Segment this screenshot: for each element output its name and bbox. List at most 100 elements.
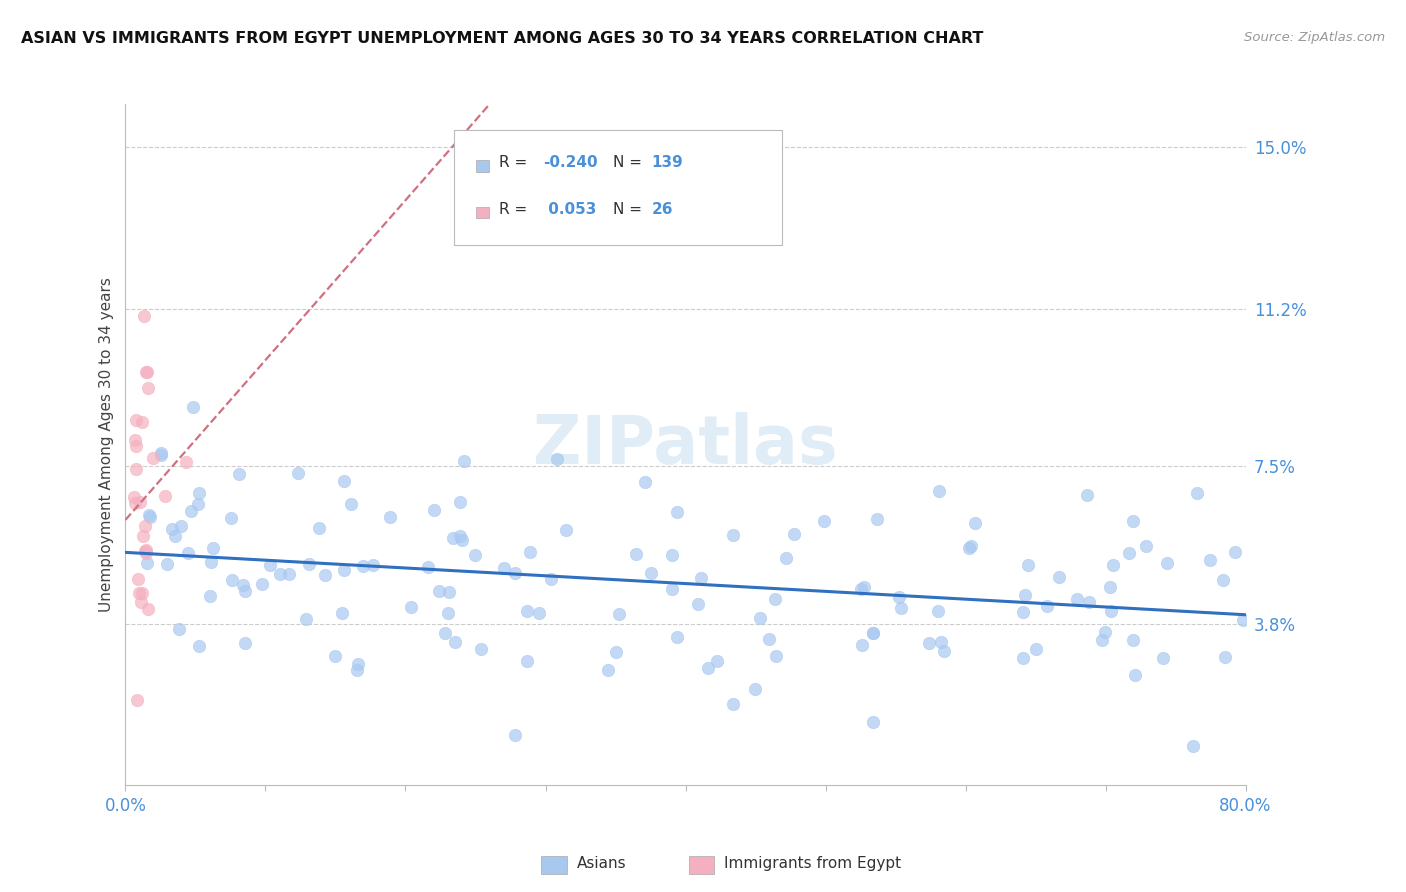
Point [449, 495, 471, 509]
Point [853, 580, 876, 594]
Point [1118, 546, 1140, 560]
Point [332, 563, 354, 577]
Point [540, 572, 562, 586]
Point [183, 401, 205, 415]
Text: 0.053: 0.053 [543, 202, 596, 217]
Point [124, 496, 146, 510]
Point [136, 601, 159, 615]
Point [763, 591, 786, 606]
Point [464, 548, 486, 562]
Point [748, 611, 770, 625]
Point [201, 541, 224, 555]
Point [918, 636, 941, 650]
Point [634, 475, 657, 489]
Point [813, 515, 835, 529]
Point [516, 604, 538, 618]
Text: N =: N = [613, 155, 643, 170]
Point [135, 366, 157, 380]
Point [706, 654, 728, 668]
Point [928, 484, 950, 499]
Text: R =: R = [499, 155, 527, 170]
Text: R =: R = [499, 202, 527, 217]
Point [177, 546, 200, 560]
Point [723, 527, 745, 541]
Point [505, 728, 527, 742]
Point [132, 309, 155, 323]
Point [423, 502, 446, 516]
Point [965, 516, 987, 530]
Point [188, 639, 211, 653]
Point [1099, 604, 1122, 618]
Point [1152, 651, 1174, 665]
Point [156, 557, 179, 571]
Point [453, 453, 475, 467]
Point [399, 599, 422, 614]
Text: 139: 139 [651, 155, 683, 170]
Point [443, 634, 465, 648]
Text: -0.240: -0.240 [543, 155, 598, 170]
Point [688, 597, 710, 611]
Point [546, 451, 568, 466]
Point [1199, 552, 1222, 566]
Point [142, 450, 165, 465]
Point [187, 497, 209, 511]
Point [153, 489, 176, 503]
Point [851, 638, 873, 652]
Point [1017, 558, 1039, 572]
Point [470, 642, 492, 657]
Point [129, 495, 152, 509]
Point [661, 582, 683, 597]
Point [849, 582, 872, 597]
Point [233, 583, 256, 598]
Point [188, 486, 211, 500]
Point [1036, 599, 1059, 614]
Point [233, 636, 256, 650]
Point [134, 544, 156, 558]
Point [228, 467, 250, 482]
Point [666, 505, 689, 519]
Point [149, 446, 172, 460]
Point [689, 572, 711, 586]
Point [1123, 668, 1146, 682]
Point [519, 545, 541, 559]
Point [135, 542, 157, 557]
Point [516, 654, 538, 668]
Point [887, 590, 910, 604]
Point [138, 381, 160, 395]
Text: Immigrants from Egypt: Immigrants from Egypt [724, 856, 901, 871]
Point [346, 663, 368, 677]
Point [125, 413, 148, 427]
Point [1098, 580, 1121, 594]
Point [150, 448, 173, 462]
Point [624, 547, 647, 561]
Point [333, 475, 356, 489]
Point [170, 518, 193, 533]
Point [862, 715, 884, 730]
Point [124, 434, 146, 448]
Point [1025, 641, 1047, 656]
Point [340, 497, 363, 511]
Point [1094, 624, 1116, 639]
Point [929, 635, 952, 649]
Point [890, 601, 912, 615]
Point [361, 558, 384, 572]
Point [250, 577, 273, 591]
Point [1066, 592, 1088, 607]
Point [221, 573, 243, 587]
Point [758, 632, 780, 647]
Point [139, 510, 162, 524]
Point [416, 560, 439, 574]
Point [775, 550, 797, 565]
Point [723, 697, 745, 711]
Point [744, 681, 766, 696]
Point [1212, 574, 1234, 588]
Point [167, 622, 190, 636]
Point [529, 606, 551, 620]
Point [219, 511, 242, 525]
Point [1077, 595, 1099, 609]
Point [449, 529, 471, 543]
Point [200, 589, 222, 603]
Point [323, 649, 346, 664]
Point [298, 557, 321, 571]
Point [138, 508, 160, 523]
